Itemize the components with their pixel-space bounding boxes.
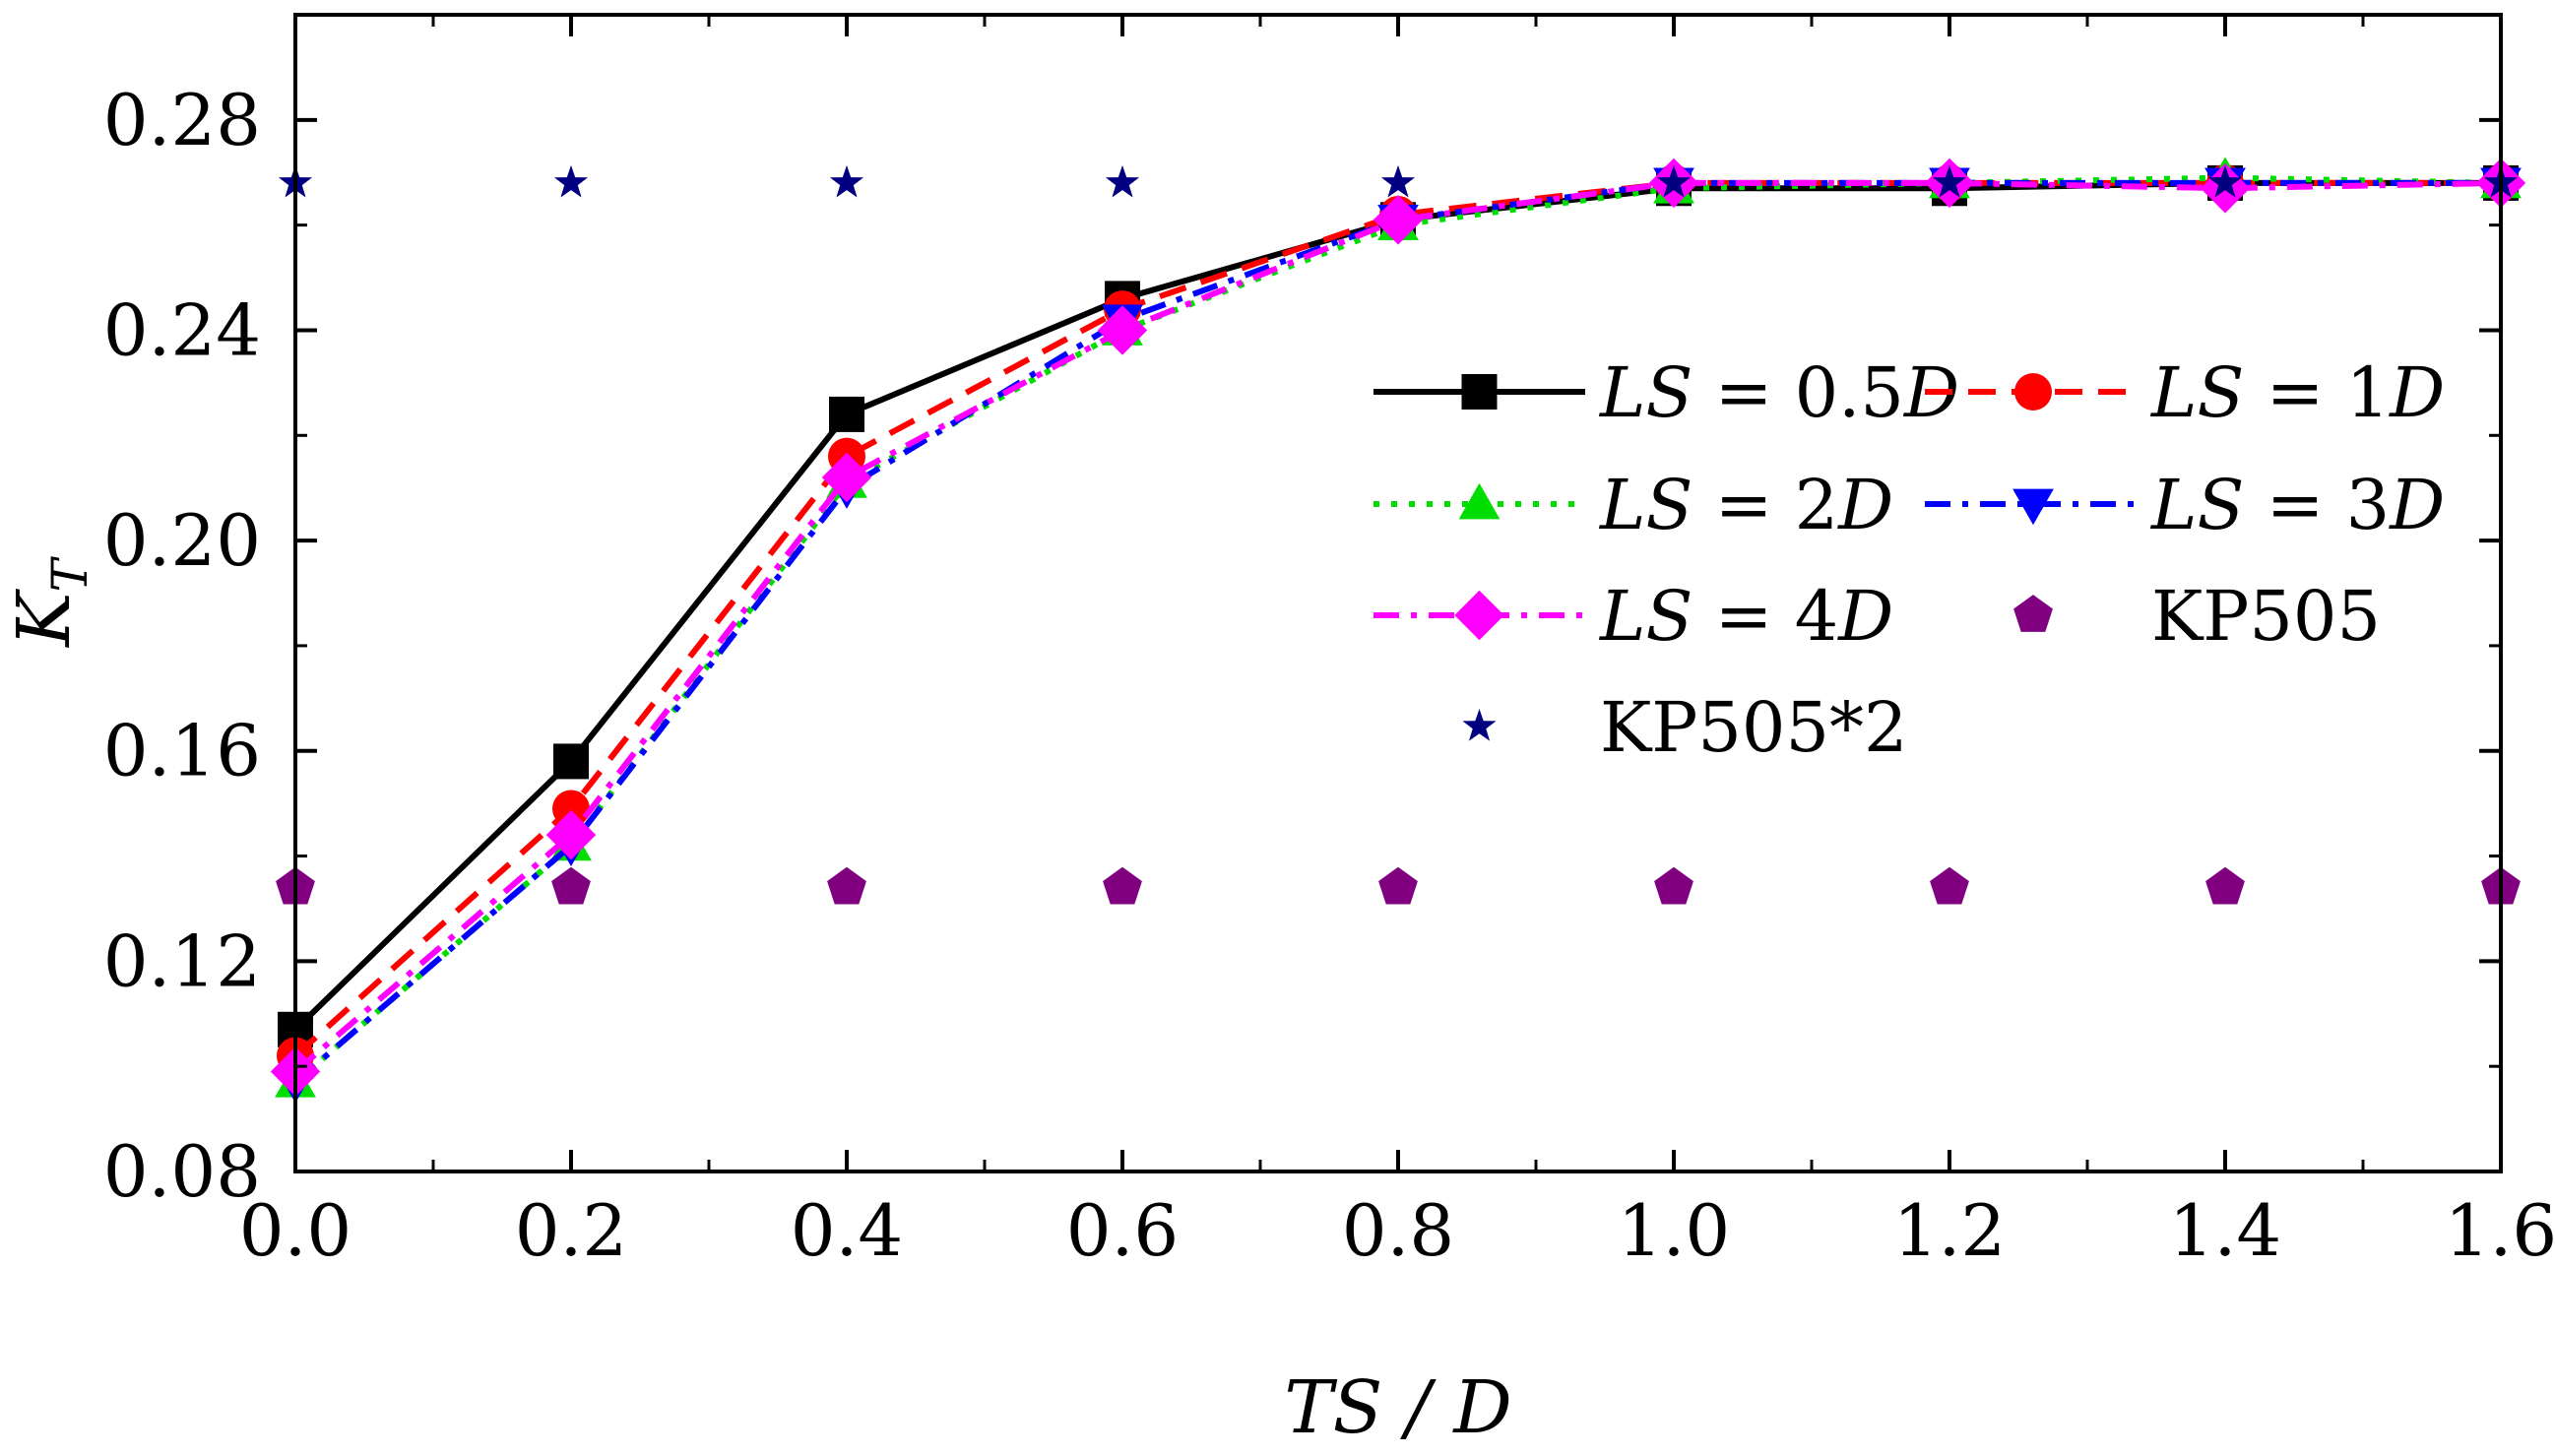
x-tick-label: 0.2: [515, 1189, 628, 1272]
legend-item: LS = 0.5D: [1373, 352, 1959, 433]
data-point: [829, 164, 864, 198]
legend-label: LS = 3D: [2149, 465, 2445, 545]
y-tick-label: 0.28: [103, 79, 261, 161]
axis-titles: TS / D KT: [2, 556, 1512, 1450]
data-point: [2205, 866, 2245, 905]
legend-label-part: LS: [1598, 352, 1693, 433]
legend-marker: [1461, 374, 1498, 410]
x-tick-label: 0.4: [791, 1189, 904, 1272]
legend-item: KP505: [2013, 576, 2381, 657]
legend-label-part: D: [1836, 576, 1893, 657]
axes-layer: 0.0 0.2 0.4 0.6 0.8 1.0 1.2 1.4 1.6 0.08 0.12 0.16 0…: [103, 13, 2555, 1272]
legend-marker: [2014, 373, 2052, 411]
legend-label-part: LS: [1598, 576, 1693, 657]
legend-marker: [1454, 590, 1504, 641]
series-line: [293, 179, 2502, 1074]
data-point: [552, 790, 590, 828]
x-tick-label: 0.6: [1066, 1189, 1180, 1272]
legend-label-part: KP505*2: [1600, 687, 1908, 768]
data-point: [1930, 866, 1969, 905]
legend-item: LS = 1D: [1925, 352, 2445, 433]
legend-marker: [2013, 595, 2053, 632]
y-tick-label: 0.16: [103, 710, 261, 792]
legend-label: LS = 0.5D: [1598, 352, 1959, 433]
data-point: [1105, 164, 1140, 198]
x-tick-label: 1.6: [2445, 1189, 2555, 1272]
y-axis-title-main: K: [2, 589, 87, 649]
legend-label: LS = 1D: [2149, 352, 2445, 433]
legend-label-part: LS: [2149, 465, 2244, 545]
series-layer: [270, 157, 2526, 1104]
y-tick-label: 0.20: [103, 499, 261, 582]
legend-label-part: = 3: [2244, 465, 2390, 545]
legend-label-part: D: [2388, 465, 2445, 545]
data-point: [1654, 866, 1693, 905]
legend-label-part: = 4: [1693, 576, 1838, 657]
data-point: [553, 164, 589, 198]
legend-item: LS = 4D: [1373, 576, 1893, 657]
data-point: [1932, 164, 1967, 198]
data-point: [1656, 164, 1692, 198]
x-tick-label: 1.4: [2169, 1189, 2282, 1272]
x-tick-label: 0.0: [239, 1189, 352, 1272]
legend-label-part: LS: [1598, 465, 1693, 545]
legend-label-part: D: [2388, 352, 2445, 433]
x-tick-label: 1.2: [1893, 1189, 2007, 1272]
y-tick-label: 0.12: [103, 919, 261, 1002]
x-tick-label: 1.0: [1618, 1189, 1731, 1272]
data-point: [821, 452, 872, 503]
y-tick-label: 0.24: [103, 288, 261, 371]
legend-label-part: = 2: [1693, 465, 1838, 545]
data-point: [1380, 164, 1416, 198]
legend-marker: [2012, 488, 2054, 526]
legend-label: LS = 2D: [1598, 465, 1893, 545]
legend-item: KP505*2: [1462, 687, 1908, 768]
x-tick-label: 0.8: [1342, 1189, 1455, 1272]
data-point: [829, 396, 864, 432]
series-kp505: [276, 866, 2521, 905]
legend-marker: [1462, 709, 1497, 741]
y-axis-title: KT: [2, 556, 98, 649]
legend-label-part: = 1: [2244, 352, 2390, 433]
y-tick-label: 0.08: [103, 1130, 261, 1213]
legend-label: LS = 4D: [1598, 576, 1893, 657]
data-point: [1378, 866, 1418, 905]
data-point: [551, 866, 591, 905]
y-axis-title-subscript: T: [41, 556, 98, 593]
legend-label-part: LS: [2149, 352, 2244, 433]
legend-label-part: KP505: [2151, 576, 2381, 657]
series-line: [293, 179, 2501, 1085]
data-point: [545, 809, 597, 860]
data-point: [553, 743, 589, 780]
legend-item: LS = 2D: [1373, 465, 1893, 545]
legend-label-part: = 0.5: [1693, 352, 1903, 433]
legend-label: KP505: [2151, 576, 2381, 657]
data-point: [827, 866, 866, 905]
data-point: [1373, 195, 1424, 245]
legend-label-part: D: [1836, 465, 1893, 545]
data-point: [1103, 866, 1142, 905]
x-axis-title: TS / D: [1284, 1365, 1511, 1450]
data-point: [2207, 164, 2243, 198]
data-point: [1097, 305, 1148, 355]
legend-item: LS = 3D: [1925, 465, 2445, 545]
legend-label: KP505*2: [1600, 687, 1908, 768]
legend-marker: [1458, 482, 1501, 520]
